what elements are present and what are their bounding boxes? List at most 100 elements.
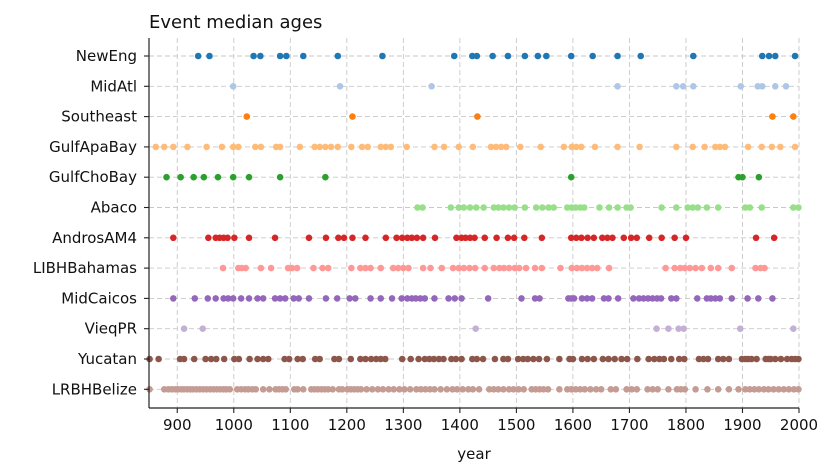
data-point — [550, 204, 557, 211]
data-point — [335, 234, 342, 242]
data-point — [362, 264, 369, 272]
data-point — [300, 386, 307, 393]
data-point — [271, 234, 279, 242]
data-point — [426, 386, 434, 393]
data-point — [614, 295, 622, 302]
data-point — [714, 355, 722, 363]
data-point — [645, 234, 653, 242]
data-point — [644, 386, 651, 393]
data-point — [381, 355, 389, 363]
data-point — [742, 386, 749, 393]
data-point — [667, 355, 675, 363]
data-point — [404, 234, 411, 242]
data-point — [331, 355, 338, 363]
data-point — [190, 173, 197, 181]
data-point — [203, 143, 210, 151]
data-point — [728, 295, 736, 302]
data-point — [605, 204, 613, 211]
data-point — [654, 386, 661, 393]
data-point — [515, 386, 522, 393]
data-point — [780, 386, 788, 393]
data-point — [578, 234, 585, 242]
data-point — [658, 204, 665, 211]
data-point — [177, 173, 184, 181]
chart-title: Event median ages — [149, 12, 322, 33]
data-point — [412, 295, 420, 302]
data-point — [667, 295, 675, 302]
data-point — [627, 204, 634, 211]
data-point — [421, 355, 429, 363]
data-point — [257, 264, 265, 272]
data-point — [719, 355, 727, 363]
data-point — [485, 386, 493, 393]
data-point — [202, 355, 209, 363]
data-point — [435, 355, 443, 363]
data-point — [684, 204, 691, 211]
data-point — [231, 355, 238, 363]
data-point — [479, 355, 487, 363]
data-point — [403, 143, 411, 151]
data-point — [322, 173, 329, 181]
data-point — [510, 234, 518, 242]
data-point — [229, 173, 237, 181]
data-point — [295, 295, 303, 302]
data-point — [607, 386, 615, 393]
data-point — [276, 143, 284, 151]
data-point — [431, 143, 438, 151]
data-point — [744, 143, 752, 151]
data-point — [398, 355, 406, 363]
data-point — [680, 355, 688, 363]
data-point — [419, 204, 426, 211]
data-point — [530, 355, 537, 363]
data-point — [218, 143, 226, 151]
data-point — [758, 204, 765, 211]
data-point — [628, 386, 635, 393]
data-point — [401, 386, 408, 393]
data-point — [581, 386, 589, 393]
data-point — [474, 113, 481, 120]
data-point — [367, 264, 374, 272]
data-point — [497, 143, 505, 151]
data-point — [656, 355, 663, 363]
data-point — [322, 295, 330, 302]
data-point — [578, 264, 586, 272]
data-point — [583, 295, 591, 302]
data-point — [704, 386, 711, 393]
data-point — [658, 234, 665, 242]
data-point — [657, 295, 665, 302]
data-point — [271, 295, 279, 302]
data-point — [451, 295, 459, 302]
y-tick-label: Yucatan — [77, 350, 137, 368]
data-point — [316, 355, 323, 363]
data-point — [700, 355, 707, 363]
data-point — [567, 234, 575, 242]
data-point — [761, 264, 768, 272]
data-point — [413, 234, 421, 242]
data-point — [481, 234, 489, 242]
data-point — [322, 234, 330, 242]
data-point — [742, 204, 749, 211]
data-point — [605, 295, 612, 302]
data-point — [480, 204, 487, 211]
data-point — [382, 143, 390, 151]
data-point — [770, 386, 777, 393]
data-point — [714, 264, 722, 272]
data-point — [665, 386, 672, 393]
data-point — [311, 355, 319, 363]
data-point — [790, 113, 797, 120]
data-point — [662, 264, 669, 272]
data-point — [673, 143, 680, 151]
data-point — [334, 143, 342, 151]
data-point — [521, 52, 529, 60]
data-point — [204, 295, 212, 302]
data-point — [505, 386, 513, 393]
data-point — [417, 295, 424, 302]
y-tick-label: MidAtl — [90, 77, 137, 95]
data-point — [487, 143, 495, 151]
data-point — [237, 295, 245, 302]
data-point — [367, 295, 374, 302]
data-point — [285, 355, 293, 363]
data-point — [422, 386, 429, 393]
data-point — [751, 386, 758, 393]
